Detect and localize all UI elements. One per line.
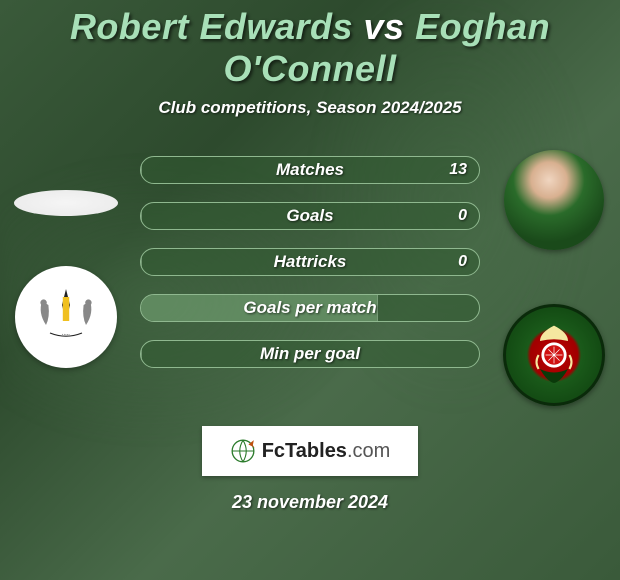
svg-text:·····: ····· — [62, 333, 70, 338]
stat-label: Min per goal — [141, 341, 479, 367]
player1-club-crest: ····· — [15, 266, 117, 368]
stat-label: Hattricks — [141, 249, 479, 275]
page-title: Robert Edwards vs Eoghan O'Connell — [0, 6, 620, 90]
stat-right-value — [455, 341, 479, 367]
right-column — [498, 150, 610, 406]
stat-right-value: 0 — [446, 249, 479, 275]
stat-right-value — [455, 295, 479, 321]
stat-bar-matches: Matches 13 — [140, 156, 480, 184]
player1-avatar — [14, 190, 118, 216]
source-logo: FcTables.com — [202, 426, 418, 476]
stat-bar-hattricks: Hattricks 0 — [140, 248, 480, 276]
logo-text: FcTables.com — [262, 440, 391, 463]
crest-griffins-icon: ····· — [26, 277, 106, 357]
content-row: ····· Matches 13 Goals 0 Hattricks 0 — [0, 150, 620, 406]
logo-suffix: .com — [347, 440, 390, 462]
vs-separator: vs — [364, 6, 405, 47]
stat-right-value: 0 — [446, 203, 479, 229]
player2-club-crest — [503, 304, 605, 406]
stat-bars: Matches 13 Goals 0 Hattricks 0 Goals per… — [140, 150, 480, 368]
date-text: 23 november 2024 — [0, 492, 620, 513]
logo-brand: FcTables — [262, 440, 347, 462]
stat-bar-goals: Goals 0 — [140, 202, 480, 230]
stat-label: Matches — [141, 157, 479, 183]
player2-avatar — [504, 150, 604, 250]
stat-label: Goals — [141, 203, 479, 229]
stat-right-value: 13 — [437, 157, 479, 183]
subtitle: Club competitions, Season 2024/2025 — [0, 98, 620, 118]
comparison-card: Robert Edwards vs Eoghan O'Connell Club … — [0, 0, 620, 580]
stat-label: Goals per match — [141, 295, 479, 321]
left-column: ····· — [10, 150, 122, 368]
fctables-globe-icon — [230, 438, 256, 464]
player1-name: Robert Edwards — [70, 6, 353, 47]
crest-wrexham-icon — [519, 320, 589, 390]
stat-bar-goals-per-match: Goals per match — [140, 294, 480, 322]
stat-bar-min-per-goal: Min per goal — [140, 340, 480, 368]
